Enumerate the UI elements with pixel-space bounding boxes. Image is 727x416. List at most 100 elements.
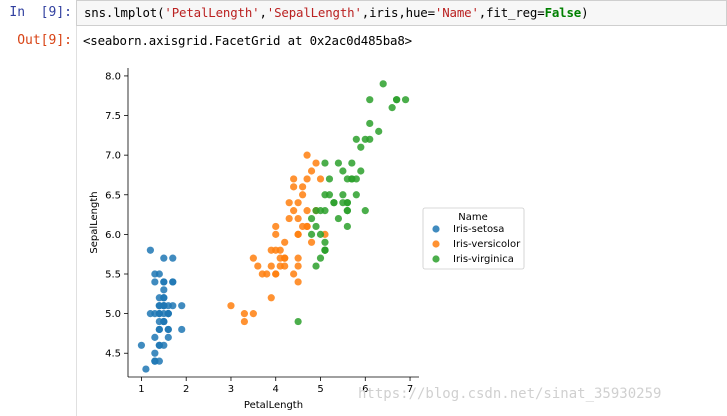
output-area: [76, 26, 727, 416]
legend-marker: [432, 225, 440, 233]
data-point: [258, 270, 266, 278]
data-point: [352, 135, 360, 143]
data-point: [343, 207, 351, 215]
data-point: [160, 317, 168, 326]
code-token: sns.lmplot(: [84, 5, 165, 20]
data-point: [151, 349, 159, 357]
data-point: [160, 286, 168, 294]
data-point: [366, 96, 374, 104]
legend-marker: [432, 240, 440, 248]
y-tick-label: 5.0: [105, 309, 121, 320]
data-point: [178, 325, 186, 334]
data-point: [316, 254, 325, 262]
code-editor[interactable]: sns.lmplot('PetalLength','SepalLength',i…: [76, 0, 727, 26]
data-point: [178, 302, 186, 310]
data-point: [343, 222, 351, 231]
data-point: [155, 310, 163, 318]
data-point: [155, 341, 163, 349]
data-point: [160, 254, 168, 262]
data-point: [142, 365, 150, 373]
data-point: [151, 270, 159, 278]
data-point: [388, 104, 396, 112]
data-point: [348, 175, 356, 183]
legend-box: [422, 207, 525, 270]
data-point: [366, 119, 374, 128]
data-point: [316, 175, 325, 183]
code-token: ,iris,hue=: [361, 5, 435, 20]
axes: 1 2 3 4 5 6 7 4.5 5.0 5.5 6.0 6.5 7.0 7.5 8.0 PetalLeng…: [89, 68, 419, 411]
data-point: [357, 143, 365, 151]
data-point: [294, 214, 302, 223]
data-point: [281, 238, 289, 246]
data-point: [290, 207, 298, 215]
data-point: [254, 262, 262, 270]
input-prompt: In [9]:: [9, 5, 72, 20]
data-point: [267, 262, 275, 270]
data-point: [272, 246, 280, 254]
y-tick-label: 7.0: [105, 151, 121, 162]
data-point: [294, 199, 302, 207]
data-point: [312, 262, 320, 270]
data-point: [325, 175, 334, 183]
data-point: [272, 230, 280, 238]
data-point: [169, 254, 177, 262]
data-point: [294, 230, 302, 238]
data-point: [164, 302, 172, 310]
code-token: 'Name': [434, 5, 479, 20]
input-cell[interactable]: In [9]: sns.lmplot('PetalLength','SepalL…: [0, 0, 727, 26]
data-point: [240, 317, 248, 326]
data-point: [375, 127, 383, 135]
y-tick-label: 8.0: [105, 71, 121, 82]
data-point: [267, 294, 275, 302]
legend-title: Name: [458, 212, 488, 223]
data-point: [401, 96, 410, 104]
data-point: [294, 262, 302, 270]
data-point: [164, 333, 172, 341]
y-tick-label: 6.0: [105, 230, 121, 241]
data-point: [160, 278, 168, 286]
legend-marker: [432, 255, 440, 263]
data-point: [307, 230, 316, 238]
x-tick-label: 4: [273, 384, 279, 395]
data-point: [227, 302, 235, 310]
y-tick-label: 5.5: [105, 270, 121, 281]
data-point: [357, 167, 365, 175]
data-point: [339, 199, 347, 207]
x-tick-label: 6: [362, 384, 368, 395]
legend-label: Iris-versicolor: [453, 239, 521, 250]
output-repr-text: <seaborn.axisgrid.FacetGrid at 0x2ac0d48…: [83, 33, 412, 48]
data-point: [334, 214, 343, 223]
code-token: ): [581, 5, 589, 20]
data-point: [325, 191, 334, 199]
data-point: [307, 167, 316, 175]
data-point: [303, 151, 311, 159]
data-point: [164, 325, 172, 334]
data-points: [137, 80, 410, 373]
data-point: [316, 230, 325, 238]
y-tick-label: 4.5: [105, 349, 121, 360]
data-point: [348, 159, 356, 167]
x-tick-label: 3: [228, 384, 234, 395]
code-token: ,fit_reg=: [478, 5, 545, 20]
data-point: [151, 357, 159, 365]
data-point: [290, 183, 298, 191]
data-point: [290, 270, 298, 278]
data-point: [272, 222, 280, 231]
code-line[interactable]: sns.lmplot('PetalLength','SepalLength',i…: [84, 3, 589, 23]
data-point: [151, 278, 159, 286]
data-point: [379, 80, 387, 88]
data-point: [137, 341, 146, 349]
watermark-text: https://blog.csdn.net/sinat_35930259: [358, 386, 662, 402]
x-tick-label: 2: [183, 384, 189, 395]
x-tick-label: 7: [407, 384, 413, 395]
data-point: [330, 199, 338, 207]
data-point: [299, 222, 307, 231]
data-point: [321, 159, 329, 167]
data-point: [294, 317, 302, 326]
data-point: [281, 262, 289, 270]
data-point: [276, 254, 284, 262]
data-point: [316, 207, 325, 215]
code-token: 'SepalLength': [266, 5, 362, 20]
